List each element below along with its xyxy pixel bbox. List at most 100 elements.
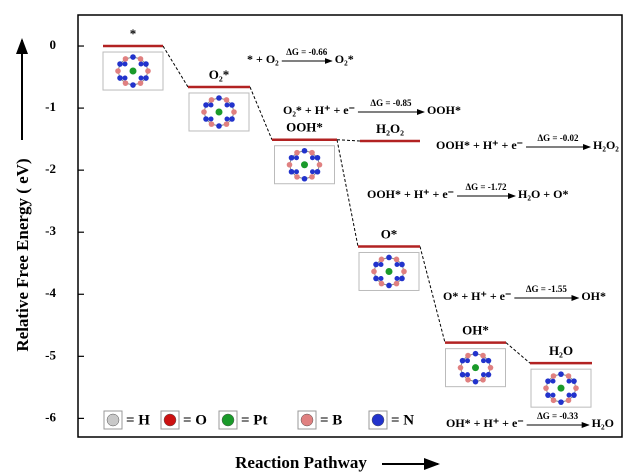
legend-label: = O bbox=[183, 412, 207, 428]
icon-atom bbox=[378, 280, 385, 287]
icon-atom bbox=[480, 352, 486, 359]
icon-atom bbox=[472, 350, 479, 357]
icon-atom bbox=[373, 261, 379, 268]
icon-atom bbox=[224, 102, 230, 108]
icon-atom bbox=[208, 97, 215, 103]
icon-atom bbox=[143, 61, 149, 67]
icon-atom bbox=[481, 358, 486, 364]
reaction-left: O₂* + H⁺ + e⁻ bbox=[283, 103, 355, 117]
icon-atom bbox=[138, 61, 144, 67]
reaction-left: OOH* + H⁺ + e⁻ bbox=[367, 187, 454, 201]
icon-atom bbox=[557, 384, 565, 392]
molecule-icon bbox=[445, 348, 506, 388]
delta-g: ΔG = -0.02 bbox=[538, 133, 580, 143]
icon-atom bbox=[465, 358, 470, 364]
legend-swatch bbox=[300, 413, 314, 427]
icon-atom bbox=[314, 168, 321, 175]
icon-atom bbox=[545, 392, 551, 398]
icon-atom bbox=[203, 102, 209, 108]
reaction-right: H₂O bbox=[592, 416, 614, 430]
icon-atom bbox=[216, 123, 222, 129]
icon-atom bbox=[573, 385, 579, 391]
delta-g: ΔG = -0.33 bbox=[537, 411, 579, 421]
y-tick-label: 0 bbox=[50, 37, 57, 52]
legend-swatch bbox=[163, 413, 177, 427]
icon-atom bbox=[130, 82, 136, 88]
icon-atom bbox=[223, 121, 230, 127]
icon-atom bbox=[208, 102, 214, 108]
icon-atom bbox=[115, 68, 121, 74]
icon-atom bbox=[309, 174, 315, 180]
icon-atom bbox=[565, 373, 572, 379]
delta-g: ΔG = -1.72 bbox=[466, 182, 508, 192]
delta-g: ΔG = -0.85 bbox=[370, 98, 412, 108]
icon-atom bbox=[485, 357, 492, 364]
icon-atom bbox=[117, 61, 123, 67]
icon-atom bbox=[201, 109, 207, 115]
legend-swatch bbox=[221, 413, 235, 427]
icon-atom bbox=[288, 168, 295, 175]
icon-atom bbox=[223, 97, 230, 103]
icon-atom bbox=[565, 397, 572, 404]
level-label: O₂* bbox=[209, 67, 230, 82]
icon-atom bbox=[378, 275, 384, 281]
icon-atom bbox=[231, 109, 237, 115]
icon-atom bbox=[208, 116, 214, 122]
icon-atom bbox=[203, 116, 209, 122]
icon-atom bbox=[394, 261, 400, 267]
reaction-left: OH* + H⁺ + e⁻ bbox=[446, 416, 524, 430]
icon-atom bbox=[310, 169, 315, 175]
icon-atom bbox=[558, 399, 564, 405]
molecule-icon bbox=[102, 51, 164, 91]
reaction-right: H₂O₂ bbox=[593, 138, 619, 152]
icon-atom bbox=[117, 75, 123, 81]
icon-atom bbox=[229, 102, 235, 108]
reaction-right: OH* bbox=[581, 289, 606, 303]
icon-atom bbox=[122, 56, 129, 62]
y-tick-label: -6 bbox=[45, 409, 56, 424]
plot-frame bbox=[77, 14, 623, 438]
icon-atom bbox=[208, 121, 215, 127]
icon-atom bbox=[550, 397, 557, 404]
icon-atom bbox=[122, 80, 129, 86]
icon-atom bbox=[137, 56, 144, 62]
icon-atom bbox=[130, 54, 136, 60]
icon-atom bbox=[566, 378, 572, 384]
connector bbox=[419, 246, 446, 343]
level-label: O* bbox=[381, 226, 398, 241]
icon-atom bbox=[229, 116, 235, 122]
icon-atom bbox=[386, 282, 392, 289]
molecule-icon bbox=[274, 145, 335, 185]
x-axis-label: Reaction Pathway bbox=[235, 453, 367, 472]
icon-atom bbox=[310, 155, 315, 161]
icon-atom bbox=[137, 80, 144, 86]
icon-atom bbox=[294, 149, 300, 156]
connector bbox=[336, 139, 359, 247]
icon-atom bbox=[373, 275, 379, 282]
molecule-icon bbox=[358, 251, 420, 291]
icon-atom bbox=[399, 275, 405, 282]
icon-atom bbox=[301, 147, 308, 154]
level-label: OOH* bbox=[286, 120, 323, 135]
reaction-left: O* + H⁺ + e⁻ bbox=[443, 289, 511, 303]
icon-atom bbox=[122, 75, 128, 81]
icon-atom bbox=[316, 161, 323, 168]
icon-atom bbox=[459, 371, 466, 378]
icon-atom bbox=[571, 392, 577, 398]
y-tick-label: -2 bbox=[45, 161, 56, 176]
y-tick-label: -3 bbox=[45, 223, 56, 238]
icon-atom bbox=[481, 372, 486, 378]
icon-atom bbox=[545, 378, 551, 384]
icon-atom bbox=[472, 378, 479, 385]
icon-atom bbox=[385, 267, 393, 275]
icon-atom bbox=[138, 75, 144, 81]
molecule-icon bbox=[530, 368, 592, 408]
icon-atom bbox=[487, 364, 494, 371]
icon-atom bbox=[457, 364, 464, 371]
level-label: H₂O bbox=[549, 343, 573, 358]
level-label: * bbox=[130, 26, 137, 41]
legend-swatch bbox=[371, 413, 385, 427]
icon-atom bbox=[286, 161, 293, 168]
icon-atom bbox=[378, 261, 384, 267]
